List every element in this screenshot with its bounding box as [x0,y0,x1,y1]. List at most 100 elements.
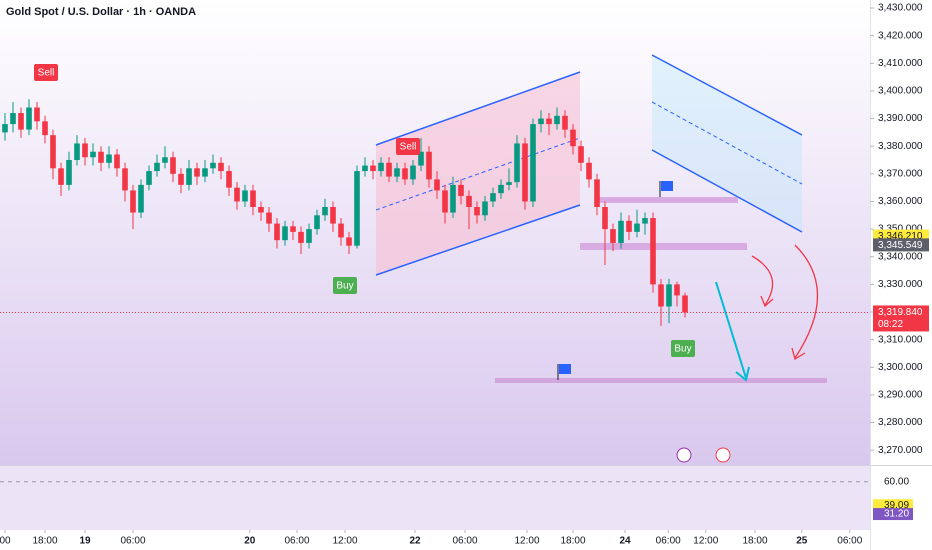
candle-body [306,229,312,243]
candle-body [98,151,104,163]
x-tick-label: 06:00 [120,536,145,547]
x-tick-label: 00 [0,536,11,547]
x-tick-label: 25 [796,536,808,547]
candle-body [82,143,88,158]
channel-line [651,149,803,233]
candle-body [2,124,8,133]
candle-body [530,124,536,202]
candle-body [154,162,160,172]
candle-body [626,220,632,232]
candle-body [58,168,64,185]
candle-body [26,107,32,130]
x-tick-label: 12:00 [332,536,357,547]
candle-body [410,165,416,180]
candle-body [234,187,240,202]
price-tag-label: 3,345.549 [878,240,923,251]
arrow [751,255,774,306]
candle-body [394,168,400,177]
x-tick-label: 22 [409,536,421,547]
candle-body [170,157,176,174]
candle-body [322,206,328,216]
candle-body [346,237,352,246]
candle-body [122,168,128,191]
arrow [794,244,819,359]
y-tick-label: 3,310.000 [878,334,923,345]
event-icon[interactable] [715,447,731,463]
candle-body [546,118,552,125]
x-tick-label: 18:00 [560,536,585,547]
event-icon[interactable] [676,447,692,463]
y-tick-label: 3,370.000 [878,168,923,179]
sell-signal [34,64,58,81]
candle-body [458,184,464,196]
chart-title: Gold Spot / U.S. Dollar · 1h · OANDA [6,6,196,18]
candle-body [586,162,592,180]
sell-signal [396,138,420,155]
candle-body [298,231,304,243]
candle-body [362,165,368,172]
candle-body [194,168,200,177]
price-tag [873,238,929,252]
candle-body [10,113,16,125]
flag [559,364,571,374]
candle-body [18,113,24,130]
candle-body [514,143,520,183]
y-tick-label: 3,280.000 [878,417,923,428]
candle-body [490,193,496,202]
y-tick-label: 3,430.000 [878,3,923,14]
candle-body [114,154,120,169]
candle-body [682,295,688,313]
arrow-head [760,295,774,308]
candle-body [162,157,168,163]
y-tick-label: 3,300.000 [878,362,923,373]
y-tick-label: 3,270.000 [878,445,923,456]
candle-body [450,184,456,213]
candle-body [290,226,296,232]
price-tag [873,305,929,332]
candle-body [130,190,136,213]
candle-body [218,162,224,172]
channel-mid [375,137,581,211]
arrow [715,281,747,379]
x-tick-label: 06:00 [656,536,681,547]
y-tick-label: 3,340.000 [878,251,923,262]
candle-body [378,162,384,172]
candle-body [74,143,80,161]
candle-body [634,223,640,232]
arrow-head [791,347,806,360]
x-tick-label: 12:00 [514,536,539,547]
y-tick-label: 3,360.000 [878,196,923,207]
price-tag-label: 3,346.210 [878,231,923,242]
candle-body [42,121,48,136]
candle-body [186,168,192,185]
candle-body [34,107,40,122]
countdown: 08:22 [878,319,903,330]
candle-body [370,165,376,172]
channel-mid [651,101,803,185]
candle-body [658,284,664,307]
signal-label: Buy [336,281,353,292]
x-tick-label: 06:00 [284,536,309,547]
candle-body [482,201,488,216]
rsi-tick-label: 60.00 [884,476,909,487]
x-tick-label: 19 [79,536,91,547]
candle-body [146,171,152,185]
candle-body [466,195,472,207]
candle-body [594,179,600,207]
candle-body [618,220,624,243]
candle-body [474,206,480,216]
x-tick-label: 12:00 [693,536,718,547]
candle-body [434,179,440,191]
rsi-tag [873,508,913,521]
signal-label: Buy [674,344,691,355]
candle-body [330,206,336,224]
candle-body [210,162,216,169]
y-tick-label: 3,390.000 [878,113,923,124]
candle-body [90,151,96,158]
candle-body [138,184,144,213]
y-tick-label: 3,350.000 [878,224,923,235]
candle-body [178,173,184,185]
candle-body [538,118,544,125]
candle-body [426,151,432,180]
